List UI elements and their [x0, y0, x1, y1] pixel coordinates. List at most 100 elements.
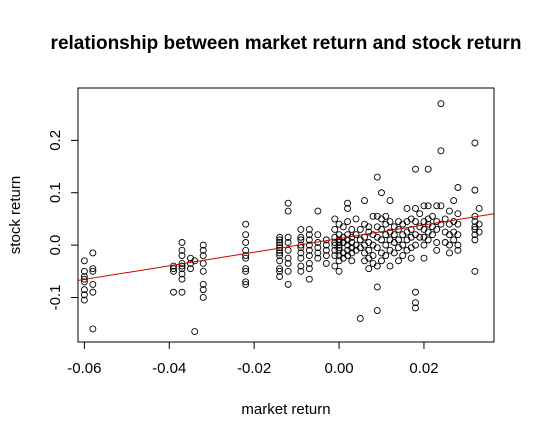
data-point — [424, 202, 432, 210]
data-point — [420, 254, 428, 262]
data-point — [199, 241, 207, 249]
data-point — [170, 265, 177, 273]
data-point — [471, 236, 479, 244]
data-point — [454, 241, 462, 249]
data-point — [297, 233, 305, 241]
data-point — [382, 212, 390, 220]
x-tick-label: -0.02 — [237, 360, 271, 377]
data-point — [454, 246, 462, 254]
data-point — [475, 228, 483, 236]
data-point — [331, 225, 339, 233]
data-point — [276, 233, 284, 241]
data-point — [373, 262, 381, 270]
data-point — [386, 197, 394, 205]
data-point — [424, 236, 432, 244]
data-point — [80, 257, 88, 265]
data-point — [352, 231, 360, 239]
data-point — [284, 267, 292, 275]
data-point — [242, 252, 250, 260]
y-tick-label: 0.2 — [47, 130, 64, 151]
data-point — [412, 165, 419, 173]
data-point — [424, 165, 432, 173]
data-point — [437, 147, 445, 155]
data-point — [386, 262, 394, 270]
regression-line-group — [77, 213, 495, 281]
y-tick-label: -0.1 — [47, 285, 64, 311]
data-point — [80, 296, 88, 304]
data-point — [178, 288, 186, 296]
data-point — [407, 254, 415, 262]
data-point — [437, 100, 445, 108]
data-point — [305, 225, 313, 233]
data-point — [242, 267, 250, 275]
data-point — [322, 241, 330, 249]
data-point — [378, 257, 385, 265]
data-point — [339, 223, 347, 231]
data-points — [80, 100, 483, 335]
y-tick-label: 0.0 — [47, 235, 64, 256]
data-point — [437, 202, 445, 210]
data-point — [297, 236, 305, 244]
data-point — [276, 246, 284, 254]
x-axis: -0.06 -0.04 -0.02 0.00 0.02 — [67, 341, 439, 377]
data-point — [284, 254, 292, 262]
data-point — [322, 246, 330, 254]
data-point — [378, 189, 385, 197]
data-point — [395, 257, 402, 265]
data-point — [242, 265, 250, 273]
data-point — [187, 265, 194, 273]
data-point — [305, 241, 313, 249]
data-point — [242, 220, 250, 228]
data-point — [242, 231, 250, 239]
data-point — [305, 259, 313, 267]
y-axis-label: stock return — [7, 176, 24, 254]
data-point — [305, 252, 313, 260]
data-point — [416, 233, 424, 241]
data-point — [199, 286, 207, 294]
data-point — [412, 288, 419, 296]
data-point — [471, 186, 479, 194]
data-point — [445, 207, 453, 215]
data-point — [276, 249, 284, 257]
data-point — [178, 239, 186, 246]
regression-line — [77, 213, 495, 281]
data-point — [356, 314, 364, 322]
data-point — [416, 210, 424, 218]
data-point — [412, 205, 419, 212]
data-point — [199, 280, 207, 288]
data-point — [89, 267, 97, 275]
data-point — [373, 173, 381, 181]
data-point — [433, 246, 441, 254]
data-point — [331, 252, 339, 260]
data-point — [276, 236, 284, 244]
data-point — [80, 286, 88, 294]
data-point — [314, 249, 322, 257]
data-point — [335, 244, 343, 252]
data-point — [178, 275, 186, 283]
data-point — [284, 246, 292, 254]
data-point — [471, 139, 479, 147]
data-point — [365, 223, 373, 231]
data-point — [403, 205, 411, 212]
data-point — [471, 267, 479, 275]
data-point — [348, 257, 356, 265]
data-point — [305, 246, 313, 254]
data-point — [348, 225, 356, 233]
data-point — [276, 257, 284, 265]
data-point — [178, 270, 186, 278]
data-point — [199, 267, 207, 275]
data-point — [437, 220, 445, 228]
data-point — [314, 231, 322, 239]
data-point — [407, 225, 415, 233]
data-point — [390, 249, 398, 257]
x-axis-label: market return — [241, 401, 330, 418]
data-point — [352, 215, 360, 223]
x-tick-label: 0.02 — [409, 360, 438, 377]
data-point — [399, 252, 407, 260]
data-point — [454, 210, 462, 218]
data-point — [284, 280, 292, 288]
data-point — [89, 325, 97, 333]
data-point — [276, 252, 284, 260]
plot-frame — [77, 87, 495, 343]
data-point — [412, 304, 419, 312]
